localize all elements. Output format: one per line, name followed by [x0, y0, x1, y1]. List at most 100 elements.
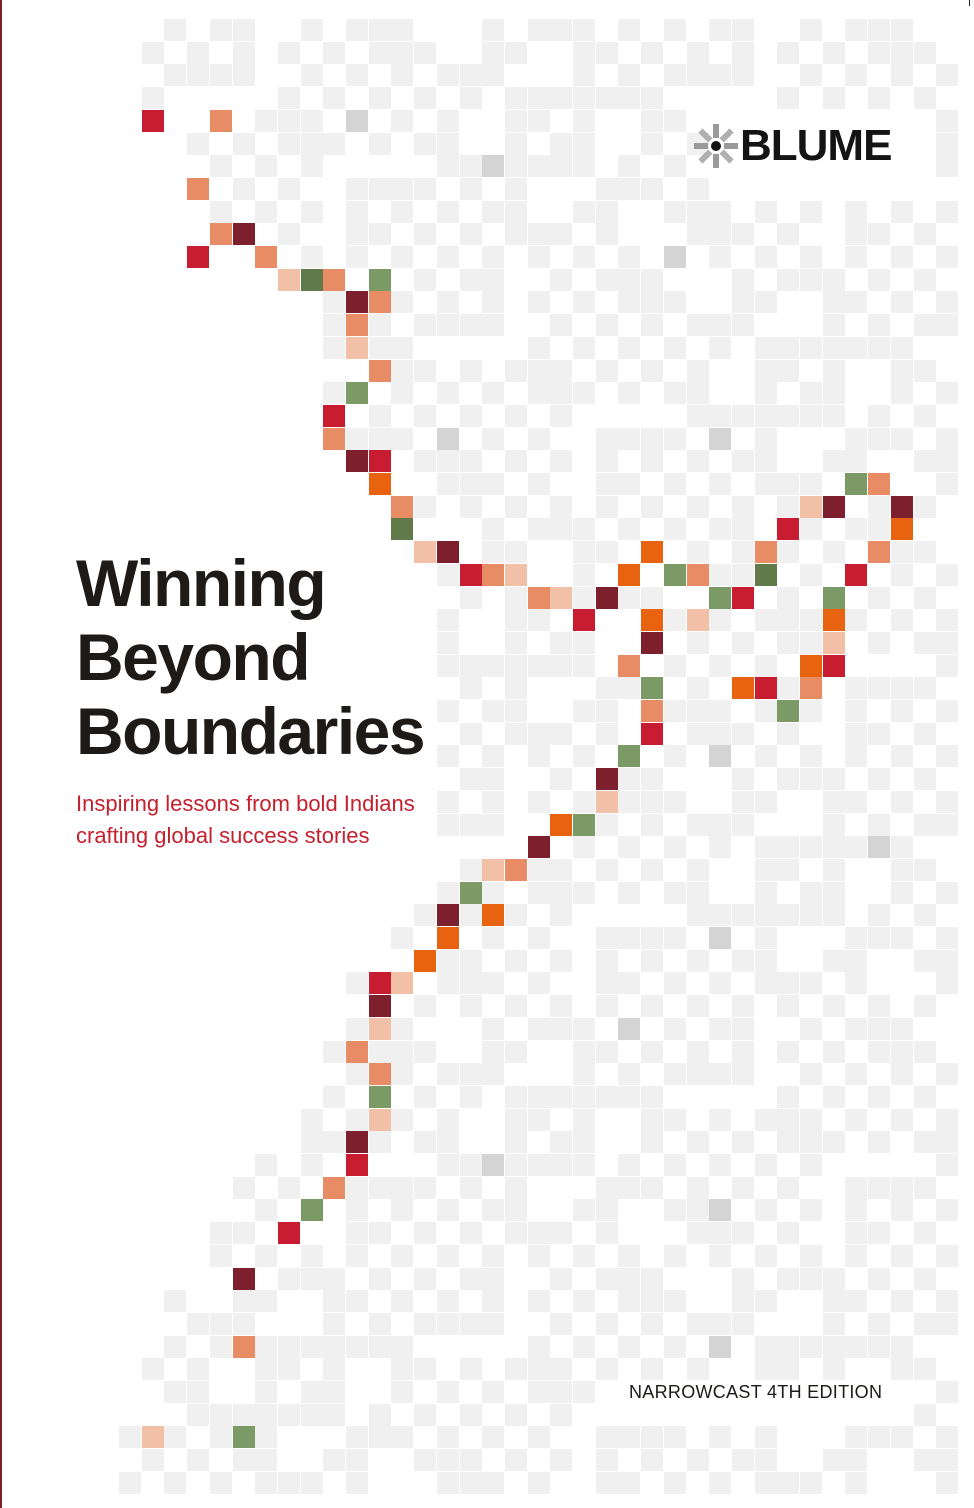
grid-cell: [664, 1290, 686, 1312]
grid-cell: [618, 19, 640, 41]
grid-cell: [505, 1199, 527, 1221]
grid-cell: [369, 178, 391, 200]
blume-logo: BLUME: [694, 114, 892, 178]
grid-cell: [346, 1109, 368, 1131]
grid-cell: [755, 1358, 777, 1380]
path-cell: [278, 1222, 300, 1244]
grid-cell: [823, 768, 845, 790]
grid-cell: [505, 1449, 527, 1471]
grid-cell: [550, 133, 572, 155]
grid-cell: [233, 1222, 255, 1244]
grid-cell: [391, 927, 413, 949]
grid-cell: [936, 450, 958, 472]
grid-cell: [777, 1268, 799, 1290]
grid-cell: [482, 291, 504, 313]
grid-cell: [460, 1313, 482, 1335]
grid-cell: [482, 745, 504, 767]
grid-cell: [709, 1336, 731, 1358]
grid-cell: [301, 246, 323, 268]
path-cell: [618, 655, 640, 677]
grid-cell: [210, 1426, 232, 1448]
path-cell: [391, 496, 413, 518]
grid-cell: [596, 677, 618, 699]
grid-cell: [891, 1018, 913, 1040]
grid-cell: [460, 814, 482, 836]
grid-cell: [460, 178, 482, 200]
grid-cell: [187, 133, 209, 155]
grid-cell: [505, 1131, 527, 1153]
grid-cell: [391, 1018, 413, 1040]
grid-cell: [755, 1426, 777, 1448]
grid-cell: [550, 995, 572, 1017]
grid-cell: [618, 155, 640, 177]
grid-cell: [550, 859, 572, 881]
grid-cell: [278, 1358, 300, 1380]
grid-cell: [709, 405, 731, 427]
grid-cell: [732, 314, 754, 336]
grid-cell: [823, 1131, 845, 1153]
grid-cell: [414, 133, 436, 155]
grid-cell: [664, 1063, 686, 1085]
grid-cell: [891, 609, 913, 631]
grid-cell: [482, 42, 504, 64]
grid-cell: [391, 1109, 413, 1131]
grid-cell: [573, 882, 595, 904]
grid-cell: [323, 1313, 345, 1335]
grid-cell: [777, 904, 799, 926]
grid-cell: [891, 291, 913, 313]
path-cell: [528, 587, 550, 609]
grid-cell: [664, 1472, 686, 1494]
grid-cell: [482, 518, 504, 540]
grid-cell: [845, 677, 867, 699]
grid-cell: [687, 995, 709, 1017]
grid-cell: [573, 201, 595, 223]
grid-cell: [664, 428, 686, 450]
grid-cell: [550, 382, 572, 404]
grid-cell: [800, 632, 822, 654]
grid-cell: [460, 405, 482, 427]
grid-cell: [618, 1018, 640, 1040]
grid-cell: [323, 291, 345, 313]
path-cell: [823, 587, 845, 609]
grid-cell: [346, 1063, 368, 1085]
grid-cell: [687, 314, 709, 336]
grid-cell: [664, 791, 686, 813]
grid-cell: [687, 360, 709, 382]
grid-cell: [845, 201, 867, 223]
grid-cell: [777, 42, 799, 64]
grid-cell: [936, 1449, 958, 1471]
grid-cell: [596, 1199, 618, 1221]
grid-cell: [891, 1177, 913, 1199]
grid-cell: [845, 972, 867, 994]
grid-cell: [755, 882, 777, 904]
grid-cell: [460, 314, 482, 336]
brand-name: BLUME: [740, 121, 892, 170]
grid-cell: [460, 1063, 482, 1085]
grid-cell: [868, 1313, 890, 1335]
grid-cell: [709, 972, 731, 994]
grid-cell: [641, 587, 663, 609]
grid-cell: [323, 1131, 345, 1153]
grid-cell: [346, 64, 368, 86]
grid-cell: [437, 246, 459, 268]
grid-cell: [596, 814, 618, 836]
book-subtitle: Inspiring lessons from bold Indians craf…: [76, 788, 415, 852]
path-cell: [732, 677, 754, 699]
grid-cell: [482, 314, 504, 336]
grid-cell: [482, 1063, 504, 1085]
grid-cell: [641, 995, 663, 1017]
grid-cell: [414, 450, 436, 472]
grid-cell: [641, 314, 663, 336]
grid-cell: [323, 382, 345, 404]
grid-cell: [437, 655, 459, 677]
grid-cell: [369, 1336, 391, 1358]
grid-cell: [460, 655, 482, 677]
grid-cell: [573, 1290, 595, 1312]
path-cell: [323, 269, 345, 291]
grid-cell: [164, 1381, 186, 1403]
grid-cell: [800, 1245, 822, 1267]
grid-cell: [460, 155, 482, 177]
grid-cell: [301, 155, 323, 177]
grid-cell: [823, 1041, 845, 1063]
